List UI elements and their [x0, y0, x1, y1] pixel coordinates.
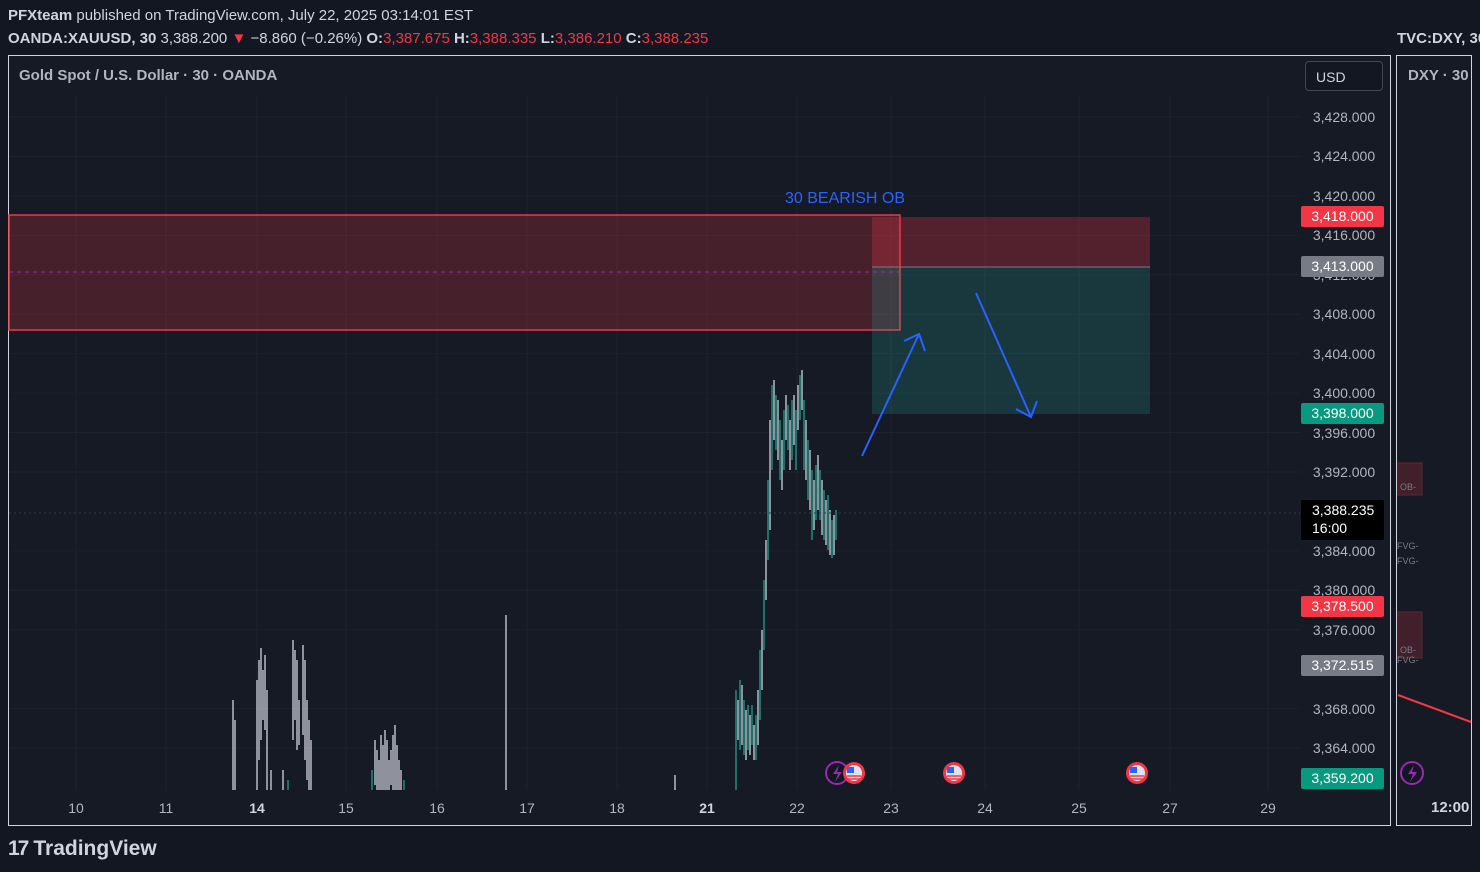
symbol-header: OANDA:XAUUSD, 30 3,388.200 ▼ −8.860 (−0.… — [8, 30, 708, 47]
arrow-down-icon[interactable] — [975, 292, 1038, 419]
price-tick: 3,396.000 — [1312, 424, 1376, 441]
secondary-symbol[interactable]: TVC:DXY, 30 — [1397, 30, 1480, 47]
time-tick: 16 — [429, 800, 445, 816]
symbol[interactable]: OANDA:XAUUSD, 30 — [8, 30, 157, 47]
chart-legend[interactable]: Gold Spot / U.S. Dollar · 30 · OANDA — [19, 67, 278, 84]
side-fvg-label: FVG- — [1397, 556, 1419, 566]
time-tick: 23 — [883, 800, 899, 816]
bar-countdown: 16:00 — [1312, 520, 1348, 536]
side-chart-legend[interactable]: DXY · 30 — [1408, 67, 1469, 84]
publisher-name: PFXteam — [8, 7, 73, 24]
stop-loss-zone[interactable] — [872, 217, 1150, 267]
bearish-ob-label[interactable]: 30 BEARISH OB — [785, 190, 906, 207]
price-tick: 3,428.000 — [1312, 109, 1376, 125]
entry-price-label: 3,413.000 — [1301, 256, 1384, 277]
current-price-value: 3,388.235 — [1312, 502, 1375, 518]
price-tick: 3,364.000 — [1312, 740, 1376, 756]
time-tick: 14 — [249, 800, 265, 816]
price-tick: 3,384.000 — [1312, 542, 1376, 559]
us-flag-icon[interactable] — [1126, 762, 1148, 784]
time-tick: 27 — [1162, 800, 1178, 816]
side-fvg-label: FVG- — [1397, 655, 1419, 665]
close-label: C: — [625, 30, 642, 47]
price-tick: 3,376.000 — [1312, 621, 1376, 638]
time-tick: 10 — [68, 800, 84, 816]
price-tick: 3,380.000 — [1312, 582, 1376, 599]
price-bars — [232, 370, 837, 790]
open-value: 3,387.675 — [383, 30, 450, 47]
brand-name: TradingView — [33, 837, 157, 860]
price-tick: 3,416.000 — [1312, 227, 1376, 244]
published-text: published on TradingView.com, July 22, 2… — [76, 7, 474, 24]
side-ob-label: OB- — [1400, 645, 1417, 655]
currency-button[interactable]: USD — [1305, 61, 1383, 91]
price-tick: 3,424.000 — [1312, 148, 1376, 165]
side-ob-zone — [1397, 611, 1423, 659]
price-change: −8.860 (−0.26%) — [250, 30, 363, 47]
close-value: 3,388.235 — [641, 30, 709, 47]
price-tick: 3,400.000 — [1312, 385, 1376, 402]
us-flag-icon[interactable] — [943, 762, 965, 784]
bearish-ob-zone[interactable] — [8, 214, 901, 331]
time-tick: 18 — [609, 800, 625, 816]
arrow-up-icon[interactable] — [861, 332, 926, 457]
side-ob-label: OB- — [1400, 482, 1417, 492]
time-tick: 24 — [977, 800, 993, 816]
time-tick: 21 — [699, 800, 715, 816]
open-label: O: — [366, 30, 384, 47]
price-tick: 3,392.000 — [1312, 463, 1376, 480]
low-label: L: — [540, 30, 555, 47]
price-tick: 3,420.000 — [1312, 187, 1376, 204]
time-tick: 25 — [1071, 800, 1087, 816]
lightning-icon[interactable] — [1400, 761, 1424, 785]
time-tick: 29 — [1260, 800, 1276, 816]
side-ob-zone — [1397, 462, 1423, 496]
last-price: 3,388.200 — [160, 30, 228, 47]
time-tick: 15 — [338, 800, 354, 816]
price-tick: 3,408.000 — [1312, 306, 1376, 323]
target-price-label: 3,398.000 — [1301, 403, 1384, 424]
take-profit-zone[interactable] — [872, 267, 1150, 414]
main-chart-panel[interactable] — [8, 55, 1391, 826]
low-value: 3,386.210 — [554, 30, 622, 47]
side-time-tick: 12:00 — [1431, 799, 1470, 816]
grid-lines — [9, 95, 1300, 790]
high-value: 3,388.335 — [469, 30, 537, 47]
side-chart-panel[interactable] — [1396, 55, 1472, 826]
high-label: H: — [453, 30, 470, 47]
price-tick: 3,404.000 — [1312, 345, 1376, 362]
price-tick: 3,368.000 — [1312, 700, 1376, 717]
us-flag-icon[interactable] — [843, 762, 865, 784]
bottom-price-label: 3,359.200 — [1301, 768, 1384, 789]
publish-info: PFXteam published on TradingView.com, Ju… — [8, 7, 473, 24]
down-arrow-icon: ▼ — [231, 30, 247, 47]
grey-price-label: 3,372.515 — [1301, 655, 1384, 676]
tradingview-logo[interactable]: 17 TradingView — [8, 837, 157, 861]
stop-price-label: 3,418.000 — [1301, 206, 1384, 227]
time-tick: 17 — [519, 800, 535, 816]
time-tick: 11 — [158, 800, 174, 816]
low-price-label: 3,378.500 — [1301, 596, 1384, 617]
dxy-price-line — [1397, 694, 1472, 723]
tv-logo-icon: 17 — [8, 837, 29, 860]
current-price-label: 3,388.235 16:00 — [1301, 500, 1384, 540]
side-fvg-label: FVG- — [1397, 541, 1419, 551]
time-tick: 22 — [789, 800, 805, 816]
